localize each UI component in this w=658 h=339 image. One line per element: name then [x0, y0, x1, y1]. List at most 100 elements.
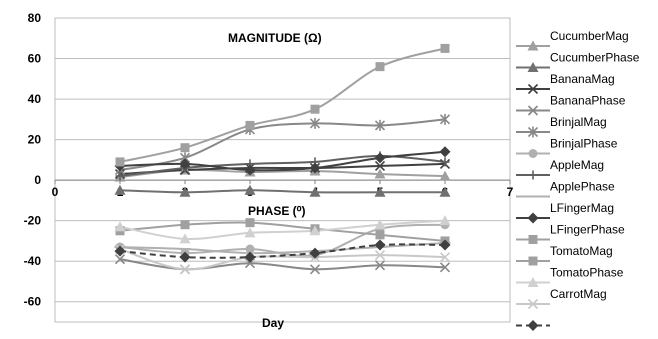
data-point — [245, 120, 255, 130]
legend-label: BananaPhase — [550, 94, 626, 108]
data-point — [374, 160, 386, 172]
data-point — [179, 158, 191, 170]
data-point — [374, 250, 386, 261]
y-tick-label: -20 — [24, 214, 42, 228]
data-point — [374, 260, 386, 271]
legend-swatch-marker — [528, 235, 538, 244]
data-point — [310, 104, 320, 114]
legend-label: AppleMag — [550, 158, 604, 172]
data-point — [115, 157, 125, 167]
data-point — [440, 157, 450, 167]
legend: CucumberMag CucumberPhase BananaMag BananaP… — [516, 29, 640, 331]
data-point — [309, 117, 321, 129]
series-line — [119, 221, 446, 242]
data-point — [374, 186, 386, 197]
y-tick-label: 20 — [28, 133, 42, 147]
legend-swatch-marker — [527, 212, 539, 224]
chart-title-magnitude: MAGNITUDE (Ω) — [228, 31, 322, 45]
data-point — [374, 219, 386, 230]
y-tick-label: 60 — [28, 52, 42, 66]
x-tick-label: 7 — [507, 185, 514, 199]
x-axis-label: Day — [262, 316, 284, 330]
legend-swatch-marker — [527, 105, 539, 116]
legend-swatch-marker — [527, 277, 539, 287]
data-point — [244, 251, 256, 263]
legend-swatch-marker — [528, 149, 538, 158]
legend-swatch-marker — [528, 170, 538, 180]
points-layer — [114, 43, 451, 275]
legend-swatch-marker — [527, 83, 539, 95]
legend-label: BrinjalPhase — [550, 137, 618, 151]
legend-label: LFingerPhase — [550, 223, 625, 237]
legend-swatch-marker — [528, 256, 538, 266]
x-tick-label: 0 — [52, 185, 59, 199]
data-point — [374, 168, 386, 179]
series-line — [119, 223, 446, 257]
series-line — [119, 243, 446, 259]
y-tick-label: 0 — [34, 173, 41, 187]
legend-swatch-marker — [527, 320, 539, 331]
data-point — [439, 146, 451, 158]
data-point — [180, 220, 190, 230]
legend-swatch-marker — [527, 62, 539, 72]
data-point — [439, 113, 451, 125]
data-point — [179, 264, 191, 275]
data-point — [309, 162, 321, 174]
legend-label: LFingerMag — [550, 201, 614, 215]
data-point — [374, 152, 386, 164]
series-line — [119, 241, 446, 255]
data-point — [309, 186, 321, 197]
data-point — [439, 170, 451, 181]
legend-swatch-marker — [527, 40, 539, 51]
series-line — [119, 162, 446, 176]
lines-layer — [119, 47, 446, 271]
legend-label: CucumberPhase — [550, 51, 640, 65]
legend-swatch-marker — [527, 298, 539, 310]
y-tick-label: -40 — [24, 254, 42, 268]
data-point — [309, 264, 321, 275]
series-line — [119, 189, 445, 194]
data-point — [375, 62, 385, 72]
y-tick-label: 80 — [28, 11, 42, 25]
data-point — [245, 218, 255, 228]
legend-label: CucumberMag — [550, 29, 629, 43]
data-point — [309, 225, 321, 236]
legend-label: TomatoMag — [550, 244, 613, 258]
data-point — [114, 221, 126, 232]
data-point — [439, 252, 451, 263]
plot-border — [54, 17, 511, 323]
data-point — [179, 186, 191, 197]
data-point — [375, 230, 385, 240]
legend-label: ApplePhase — [550, 180, 615, 194]
data-point — [114, 245, 126, 257]
legend-label: BananaMag — [550, 72, 615, 86]
data-point — [244, 227, 256, 238]
data-point — [244, 184, 256, 195]
legend-label: BrinjalMag — [550, 115, 607, 129]
data-point — [180, 143, 190, 153]
data-point — [244, 164, 256, 176]
data-point — [179, 233, 191, 244]
data-point — [179, 251, 191, 263]
data-point — [439, 262, 451, 273]
series-line — [119, 118, 446, 171]
series-line — [119, 47, 446, 163]
chart-title-phase: PHASE (⁰) — [248, 204, 305, 218]
data-point — [439, 215, 451, 226]
data-point — [439, 239, 451, 251]
data-point — [114, 254, 126, 265]
series-line — [119, 219, 446, 241]
data-point — [245, 244, 255, 254]
series-line — [119, 150, 446, 172]
data-point — [309, 247, 321, 259]
legend-swatch-marker — [527, 126, 539, 138]
data-point — [374, 119, 386, 131]
data-point — [374, 239, 386, 251]
legend-label: CarrotMag — [550, 287, 607, 301]
data-point — [439, 186, 451, 197]
data-point — [114, 184, 126, 195]
legend-label: TomatoPhase — [550, 266, 624, 280]
y-tick-label: -60 — [24, 295, 42, 309]
